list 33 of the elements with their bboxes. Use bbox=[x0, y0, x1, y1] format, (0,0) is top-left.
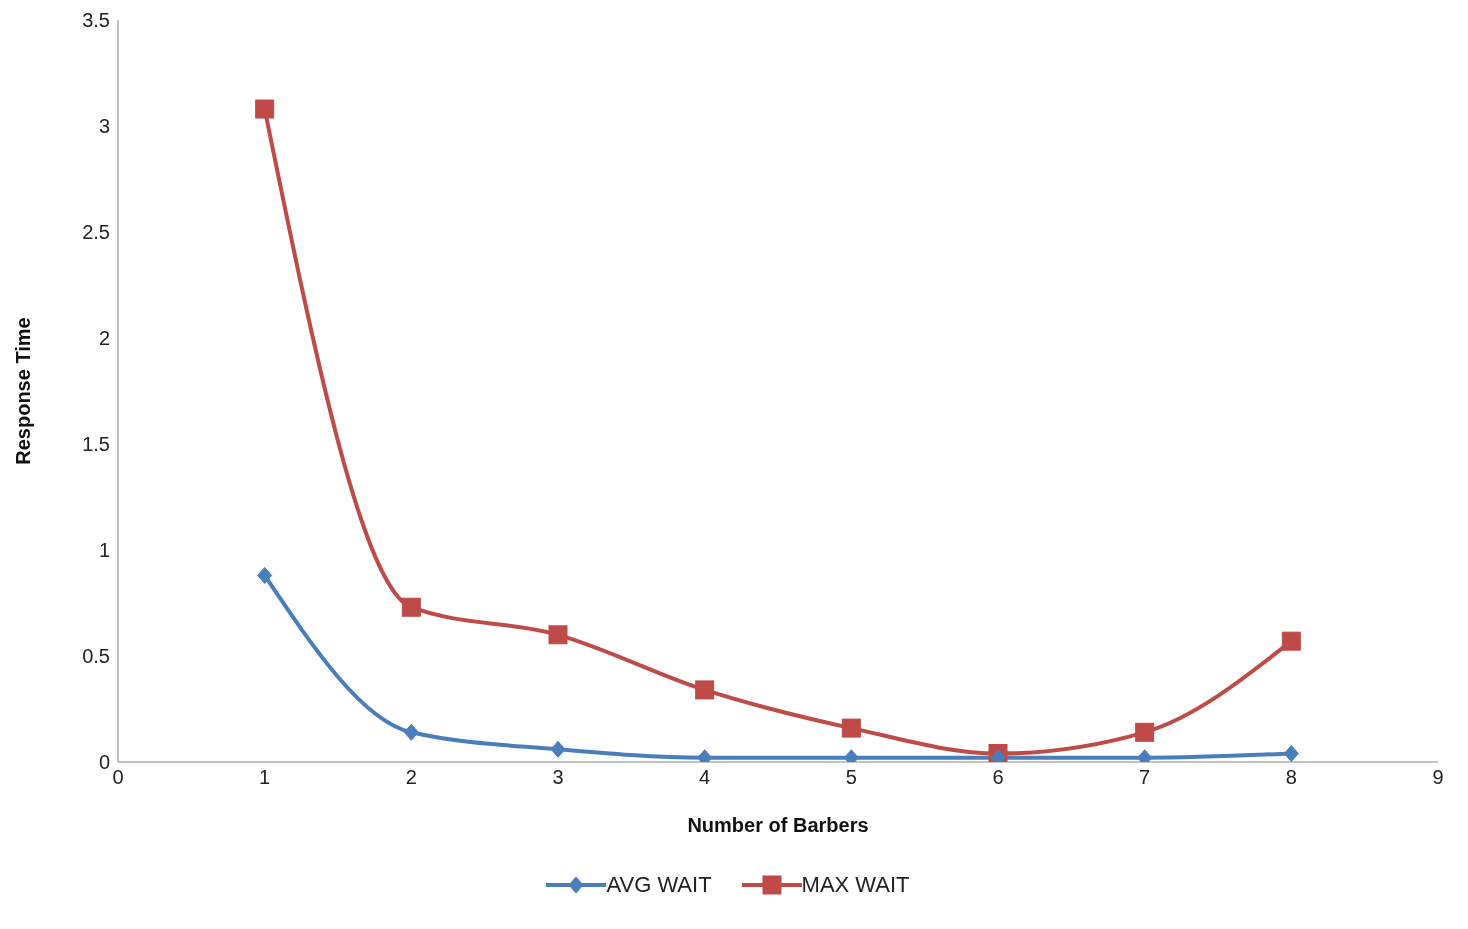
y-tick-label: 2 bbox=[98, 327, 110, 350]
point bbox=[841, 718, 861, 738]
point bbox=[1281, 631, 1301, 651]
x-tick-label: 2 bbox=[405, 766, 417, 789]
legend-label: MAX WAIT bbox=[800, 872, 910, 898]
x-tick-label: 3 bbox=[552, 766, 564, 789]
x-tick-label: 6 bbox=[992, 766, 1004, 789]
point bbox=[257, 566, 273, 584]
y-tick-label: 0 bbox=[98, 751, 110, 774]
point bbox=[255, 99, 275, 119]
point bbox=[550, 740, 566, 758]
x-tick-label: 0 bbox=[112, 766, 124, 789]
x-tick-label: 7 bbox=[1139, 766, 1151, 789]
y-axis-title: Response Time bbox=[12, 317, 35, 465]
y-tick-label: 0.5 bbox=[82, 645, 110, 668]
point bbox=[1135, 722, 1155, 742]
x-tick-label: 5 bbox=[845, 766, 857, 789]
x-axis-title: Number of Barbers bbox=[687, 814, 869, 836]
x-tick-label: 4 bbox=[699, 766, 711, 789]
point bbox=[403, 723, 419, 741]
point bbox=[1283, 745, 1299, 762]
y-tick-label: 1.5 bbox=[82, 433, 110, 456]
y-tick-label: 1 bbox=[98, 539, 110, 562]
legend-label: AVG WAIT bbox=[605, 872, 712, 898]
y-tick-label: 2.5 bbox=[82, 221, 110, 244]
x-tick-label: 9 bbox=[1432, 766, 1444, 789]
x-tick-label: 1 bbox=[259, 766, 271, 789]
point bbox=[548, 625, 568, 645]
point bbox=[401, 597, 421, 617]
y-tick-label: 3.5 bbox=[82, 9, 110, 32]
y-tick-label: 3 bbox=[98, 115, 110, 138]
x-tick-label: 8 bbox=[1285, 766, 1297, 789]
point bbox=[695, 680, 715, 700]
